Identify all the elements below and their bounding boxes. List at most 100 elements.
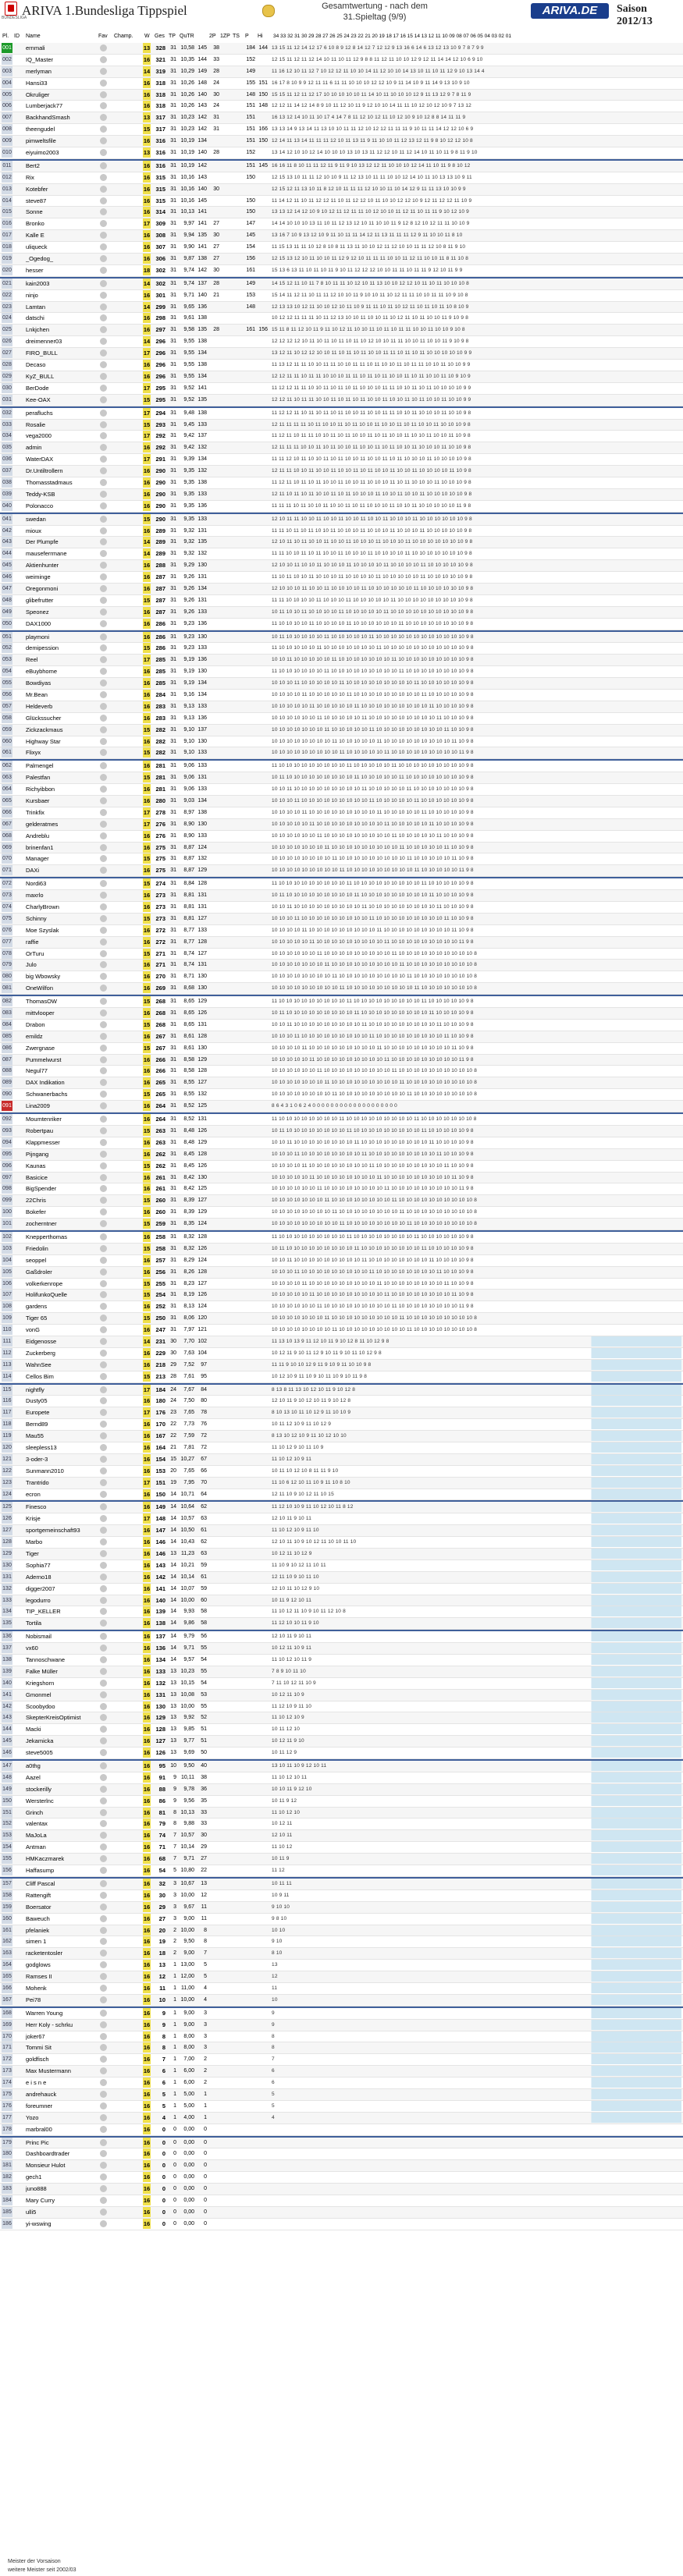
player-name[interactable]: Zuckerberg <box>26 1349 55 1357</box>
player-name[interactable]: ninjo <box>26 291 38 299</box>
player-name[interactable]: Decaso <box>26 361 46 369</box>
player-name[interactable]: Scoobydoo <box>26 1702 55 1710</box>
player-name[interactable]: Heldeverb <box>26 702 53 710</box>
player-name[interactable]: Tortila <box>26 1620 42 1627</box>
player-name[interactable]: ernmali <box>26 44 45 51</box>
player-name[interactable]: theengudel <box>26 126 55 133</box>
player-name[interactable]: demipession <box>26 644 59 652</box>
player-name[interactable]: FIRO_BULL <box>26 349 58 357</box>
player-name[interactable]: Tannoschwane <box>26 1656 66 1664</box>
player-name[interactable]: steve5005 <box>26 1749 53 1757</box>
player-name[interactable]: Flixyx <box>26 749 41 757</box>
player-name[interactable]: Zwergnase <box>26 1044 55 1052</box>
player-name[interactable]: Sonne <box>26 208 43 216</box>
player-name[interactable]: Warren Young <box>26 2009 63 2017</box>
player-name[interactable]: Drabon <box>26 1020 45 1028</box>
player-name[interactable]: racketentosler <box>26 1950 63 1957</box>
player-name[interactable]: eBuybhome <box>26 668 58 676</box>
player-name[interactable]: Aderno18 <box>26 1573 52 1581</box>
player-name[interactable]: Bert2 <box>26 161 40 169</box>
player-name[interactable]: joker67 <box>26 2032 45 2040</box>
player-name[interactable]: Rattengift <box>26 1891 52 1899</box>
ariva-logo[interactable]: ARIVA.DE <box>531 3 609 19</box>
player-name[interactable]: Dashboardtrader <box>26 2150 70 2158</box>
player-name[interactable]: ThomasOW <box>26 998 58 1006</box>
col-2p[interactable]: 2P <box>209 34 216 39</box>
player-name[interactable]: Aazel <box>26 1773 41 1781</box>
player-name[interactable]: Robertpau <box>26 1127 54 1134</box>
player-name[interactable]: Antman <box>26 1843 46 1851</box>
player-name[interactable]: volkerkenrope <box>26 1279 63 1287</box>
player-name[interactable]: vega2000 <box>26 432 52 440</box>
player-name[interactable]: BerDode <box>26 384 49 392</box>
player-name[interactable]: uliqueck <box>26 243 48 251</box>
player-name[interactable]: Der Plumpfe <box>26 538 59 546</box>
player-name[interactable]: valentax <box>26 1820 48 1828</box>
player-name[interactable]: KyZ_BULL <box>26 372 55 380</box>
player-name[interactable]: big Wbowsky <box>26 973 61 981</box>
player-name[interactable]: stockerilly <box>26 1785 52 1793</box>
player-name[interactable]: Sunmann2010 <box>26 1467 64 1474</box>
player-name[interactable]: Eidgenosse <box>26 1337 57 1345</box>
player-name[interactable]: Kalle E <box>26 232 44 240</box>
player-name[interactable]: emildz <box>26 1032 43 1040</box>
player-name[interactable]: pfelaniek <box>26 1926 50 1934</box>
player-name[interactable]: mioux <box>26 527 42 534</box>
player-name[interactable]: Yozo <box>26 2113 39 2121</box>
player-name[interactable]: foreumner <box>26 2102 53 2109</box>
col-id[interactable]: ID <box>14 34 20 39</box>
player-name[interactable]: zocherntner <box>26 1220 57 1228</box>
player-name[interactable]: Bokefer <box>26 1208 46 1216</box>
player-name[interactable]: Palmengel <box>26 762 54 770</box>
player-name[interactable]: sleepless13 <box>26 1443 57 1451</box>
player-name[interactable]: Pijngang <box>26 1150 49 1158</box>
player-name[interactable]: Thomasstadmaus <box>26 478 73 486</box>
player-name[interactable]: Bowdiyas <box>26 679 52 687</box>
player-name[interactable]: 3-oder-3 <box>26 1455 48 1463</box>
player-name[interactable]: Cellos Bim <box>26 1372 54 1380</box>
col-rank[interactable]: Pl. <box>2 34 9 39</box>
player-name[interactable]: Gaßdroler <box>26 1268 52 1276</box>
player-name[interactable]: Mohenk <box>26 1984 47 1992</box>
player-name[interactable]: DAXi <box>26 867 40 875</box>
player-name[interactable]: Trinkfix <box>26 808 44 816</box>
col-ges[interactable]: Ges <box>155 34 165 39</box>
player-name[interactable]: _Ogedog_ <box>26 255 54 263</box>
player-name[interactable]: legodurro <box>26 1596 51 1604</box>
player-name[interactable]: seoppel <box>26 1256 47 1264</box>
player-name[interactable]: kain2003 <box>26 279 50 287</box>
player-name[interactable]: Speonez <box>26 608 49 616</box>
player-name[interactable]: yi-wswing <box>26 2219 52 2227</box>
player-name[interactable]: Princ Pic <box>26 2138 49 2146</box>
player-name[interactable]: raffie <box>26 938 39 946</box>
col-w[interactable]: W <box>144 34 150 39</box>
player-name[interactable]: DAX1000 <box>26 619 52 627</box>
player-name[interactable]: Sophia77 <box>26 1561 51 1569</box>
player-name[interactable]: glibefrutter <box>26 596 54 604</box>
player-name[interactable]: Marbo <box>26 1538 43 1546</box>
player-name[interactable]: eiyuimo2003 <box>26 149 59 157</box>
player-name[interactable]: Kotebfer <box>26 185 48 193</box>
player-name[interactable]: Moe Szyslak <box>26 926 59 934</box>
player-name[interactable]: vonG <box>26 1326 40 1334</box>
player-name[interactable]: Friedolin <box>26 1244 48 1252</box>
player-name[interactable]: Knepperthomas <box>26 1233 67 1240</box>
player-name[interactable]: TIP_KELLER <box>26 1608 61 1616</box>
player-name[interactable]: Kriegshorn <box>26 1679 55 1687</box>
player-name[interactable]: OrTuru <box>26 949 44 957</box>
player-name[interactable]: Monsieur Hulot <box>26 2162 66 2170</box>
player-name[interactable]: Kaunas <box>26 1162 46 1169</box>
player-name[interactable]: digger2007 <box>26 1584 55 1592</box>
player-name[interactable]: steve87 <box>26 197 47 204</box>
player-name[interactable]: BigSpender <box>26 1185 57 1193</box>
player-name[interactable]: gelderatmes <box>26 820 59 828</box>
player-name[interactable]: Pei78 <box>26 1996 41 2003</box>
player-name[interactable]: Lumberjack77 <box>26 102 63 110</box>
player-name[interactable]: Moumtenriker <box>26 1116 62 1123</box>
player-name[interactable]: gech1 <box>26 2173 42 2181</box>
player-name[interactable]: Krisje <box>26 1515 41 1523</box>
player-name[interactable]: gardens <box>26 1303 48 1311</box>
col-name[interactable]: Name <box>26 34 41 39</box>
player-name[interactable]: Macki <box>26 1726 41 1733</box>
player-name[interactable]: Richyibbon <box>26 786 55 793</box>
